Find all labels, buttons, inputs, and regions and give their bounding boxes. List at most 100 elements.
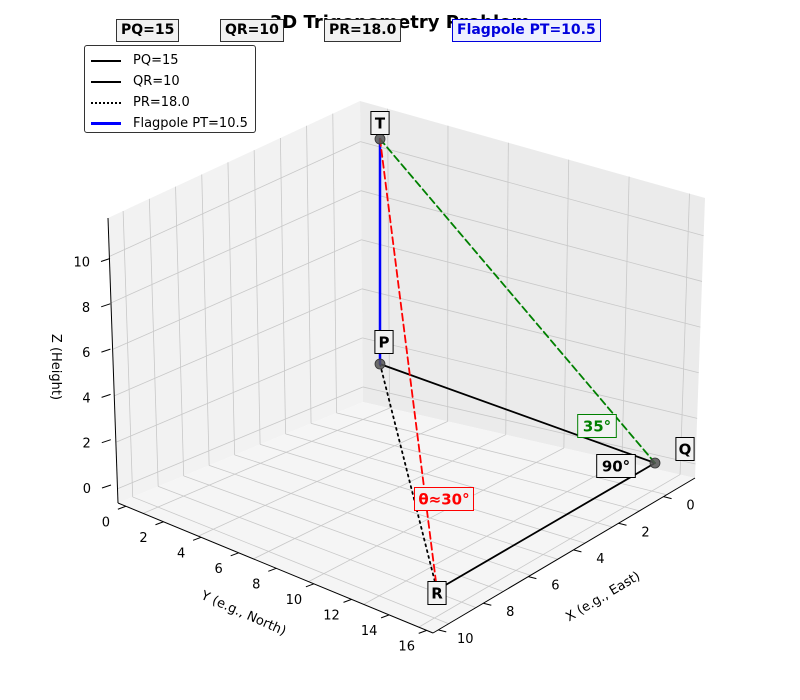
y-tick bbox=[305, 583, 315, 588]
grid-line-x-floor bbox=[143, 407, 390, 514]
point-label-q-box bbox=[675, 437, 695, 461]
z-tick bbox=[101, 303, 111, 308]
legend-label: Flagpole PT=10.5 bbox=[133, 116, 248, 131]
grid-line-x-wall bbox=[621, 176, 630, 462]
grid-line-z-left bbox=[112, 239, 362, 350]
x-tick-label: 8 bbox=[506, 605, 514, 620]
x-axis-line bbox=[432, 477, 696, 634]
grid-line-y-floor bbox=[310, 423, 640, 512]
legend-item: PR=18.0 bbox=[91, 92, 249, 113]
grid-line-x-floor bbox=[418, 474, 681, 628]
z-axis-line bbox=[107, 217, 119, 504]
grid-line-y-wall bbox=[201, 174, 210, 466]
x-tick bbox=[528, 576, 537, 580]
grid-line-z-right bbox=[362, 337, 698, 419]
grid-line-z-right bbox=[362, 386, 696, 465]
y-tick-label: 12 bbox=[323, 608, 340, 623]
x-tick-label: 6 bbox=[551, 579, 559, 594]
axis-panes bbox=[108, 101, 705, 633]
point-label-p-box bbox=[374, 330, 394, 354]
grid-line-z-right bbox=[360, 141, 704, 237]
y-tick-label: 8 bbox=[252, 577, 260, 592]
grid-line-z-right bbox=[361, 239, 701, 328]
grid-line-y-floor bbox=[209, 465, 531, 576]
point-label-r: R bbox=[427, 581, 447, 605]
point-q bbox=[649, 457, 661, 469]
axes bbox=[100, 217, 696, 634]
segment-pr bbox=[379, 363, 438, 591]
x-tick bbox=[438, 629, 447, 633]
z-tick bbox=[101, 393, 111, 398]
z-tick bbox=[100, 258, 111, 262]
grid-line-z-left bbox=[114, 288, 363, 397]
legend-item: Flagpole PT=10.5 bbox=[91, 113, 249, 134]
legend-label: QR=10 bbox=[133, 74, 180, 89]
legend-item: QR=10 bbox=[91, 71, 249, 92]
grid-line-z-right bbox=[360, 190, 703, 282]
y-axis-line bbox=[117, 502, 434, 634]
z-tick-label: 8 bbox=[82, 301, 90, 316]
y-tick-label: 16 bbox=[398, 639, 415, 654]
y-tick bbox=[343, 598, 352, 603]
legend-swatch bbox=[91, 80, 121, 83]
z-tick-label: 2 bbox=[83, 437, 91, 452]
legend-swatch bbox=[91, 59, 121, 62]
x-tick-label: 10 bbox=[457, 632, 474, 647]
info-box-qr: QR=10 bbox=[220, 19, 284, 42]
grid-line-y-floor bbox=[132, 496, 449, 625]
x-tick bbox=[618, 522, 627, 526]
point-t bbox=[374, 133, 386, 145]
grid-line-y-floor bbox=[158, 486, 477, 608]
grid-line-y-wall bbox=[253, 150, 261, 445]
grid-line-y-wall bbox=[175, 186, 185, 476]
point-label-t-text: T bbox=[375, 114, 386, 132]
legend: PQ=15 QR=10 PR=18.0 Flagpole PT=10.5 bbox=[84, 45, 256, 133]
legend-swatch bbox=[91, 122, 121, 125]
angle-annotation-box bbox=[577, 414, 617, 438]
point-p bbox=[374, 358, 386, 370]
pane-left-wall bbox=[108, 101, 363, 503]
point-label-r-box bbox=[427, 581, 447, 605]
angle-annotation-box bbox=[596, 454, 636, 478]
grid-line-x-floor bbox=[308, 447, 565, 583]
grid-line-y-wall bbox=[227, 162, 236, 455]
point-label-p: P bbox=[374, 330, 394, 354]
point-label-r-text: R bbox=[431, 584, 443, 602]
point-label-q: Q bbox=[675, 437, 695, 461]
segment-tr bbox=[379, 138, 438, 591]
grid-lines bbox=[109, 108, 704, 628]
legend-label: PR=18.0 bbox=[133, 95, 190, 110]
grid-line-x-wall bbox=[679, 193, 690, 475]
angle-annotation: 35° bbox=[577, 414, 617, 438]
angle-annotation-box bbox=[414, 487, 474, 511]
point-label-t: T bbox=[370, 111, 390, 135]
y-tick-label: 14 bbox=[361, 624, 378, 639]
angle-annotation-text: 90° bbox=[602, 457, 630, 475]
legend-swatch bbox=[91, 101, 121, 104]
grid-line-y-floor bbox=[234, 454, 558, 560]
x-axis-label: X (e.g., East) bbox=[563, 569, 643, 625]
grid-line-y-wall bbox=[148, 198, 159, 487]
z-tick bbox=[101, 439, 111, 444]
info-box-flagpole: Flagpole PT=10.5 bbox=[452, 19, 601, 42]
angle-annotation-text: 35° bbox=[583, 417, 611, 435]
info-box-pq: PQ=15 bbox=[116, 19, 180, 42]
y-tick bbox=[117, 505, 127, 510]
z-axis-label: Z (Height) bbox=[48, 334, 63, 400]
y-tick-label: 0 bbox=[102, 515, 110, 530]
y-tick-label: 6 bbox=[215, 562, 223, 577]
y-tick bbox=[155, 521, 164, 526]
angle-annotation: θ≈30° bbox=[414, 487, 474, 511]
grid-line-z-left bbox=[115, 337, 363, 443]
grid-line-y-floor bbox=[285, 433, 613, 528]
point-label-p-text: P bbox=[379, 333, 390, 351]
z-tick-label: 4 bbox=[82, 391, 90, 406]
segment-qr bbox=[436, 462, 656, 591]
pane-right-wall bbox=[360, 101, 705, 478]
y-tick-label: 2 bbox=[139, 531, 147, 546]
legend-label: PQ=15 bbox=[133, 53, 179, 68]
grid-line-z-left bbox=[109, 141, 361, 257]
z-tick-label: 6 bbox=[82, 346, 90, 361]
grid-line-x-floor bbox=[198, 421, 448, 537]
